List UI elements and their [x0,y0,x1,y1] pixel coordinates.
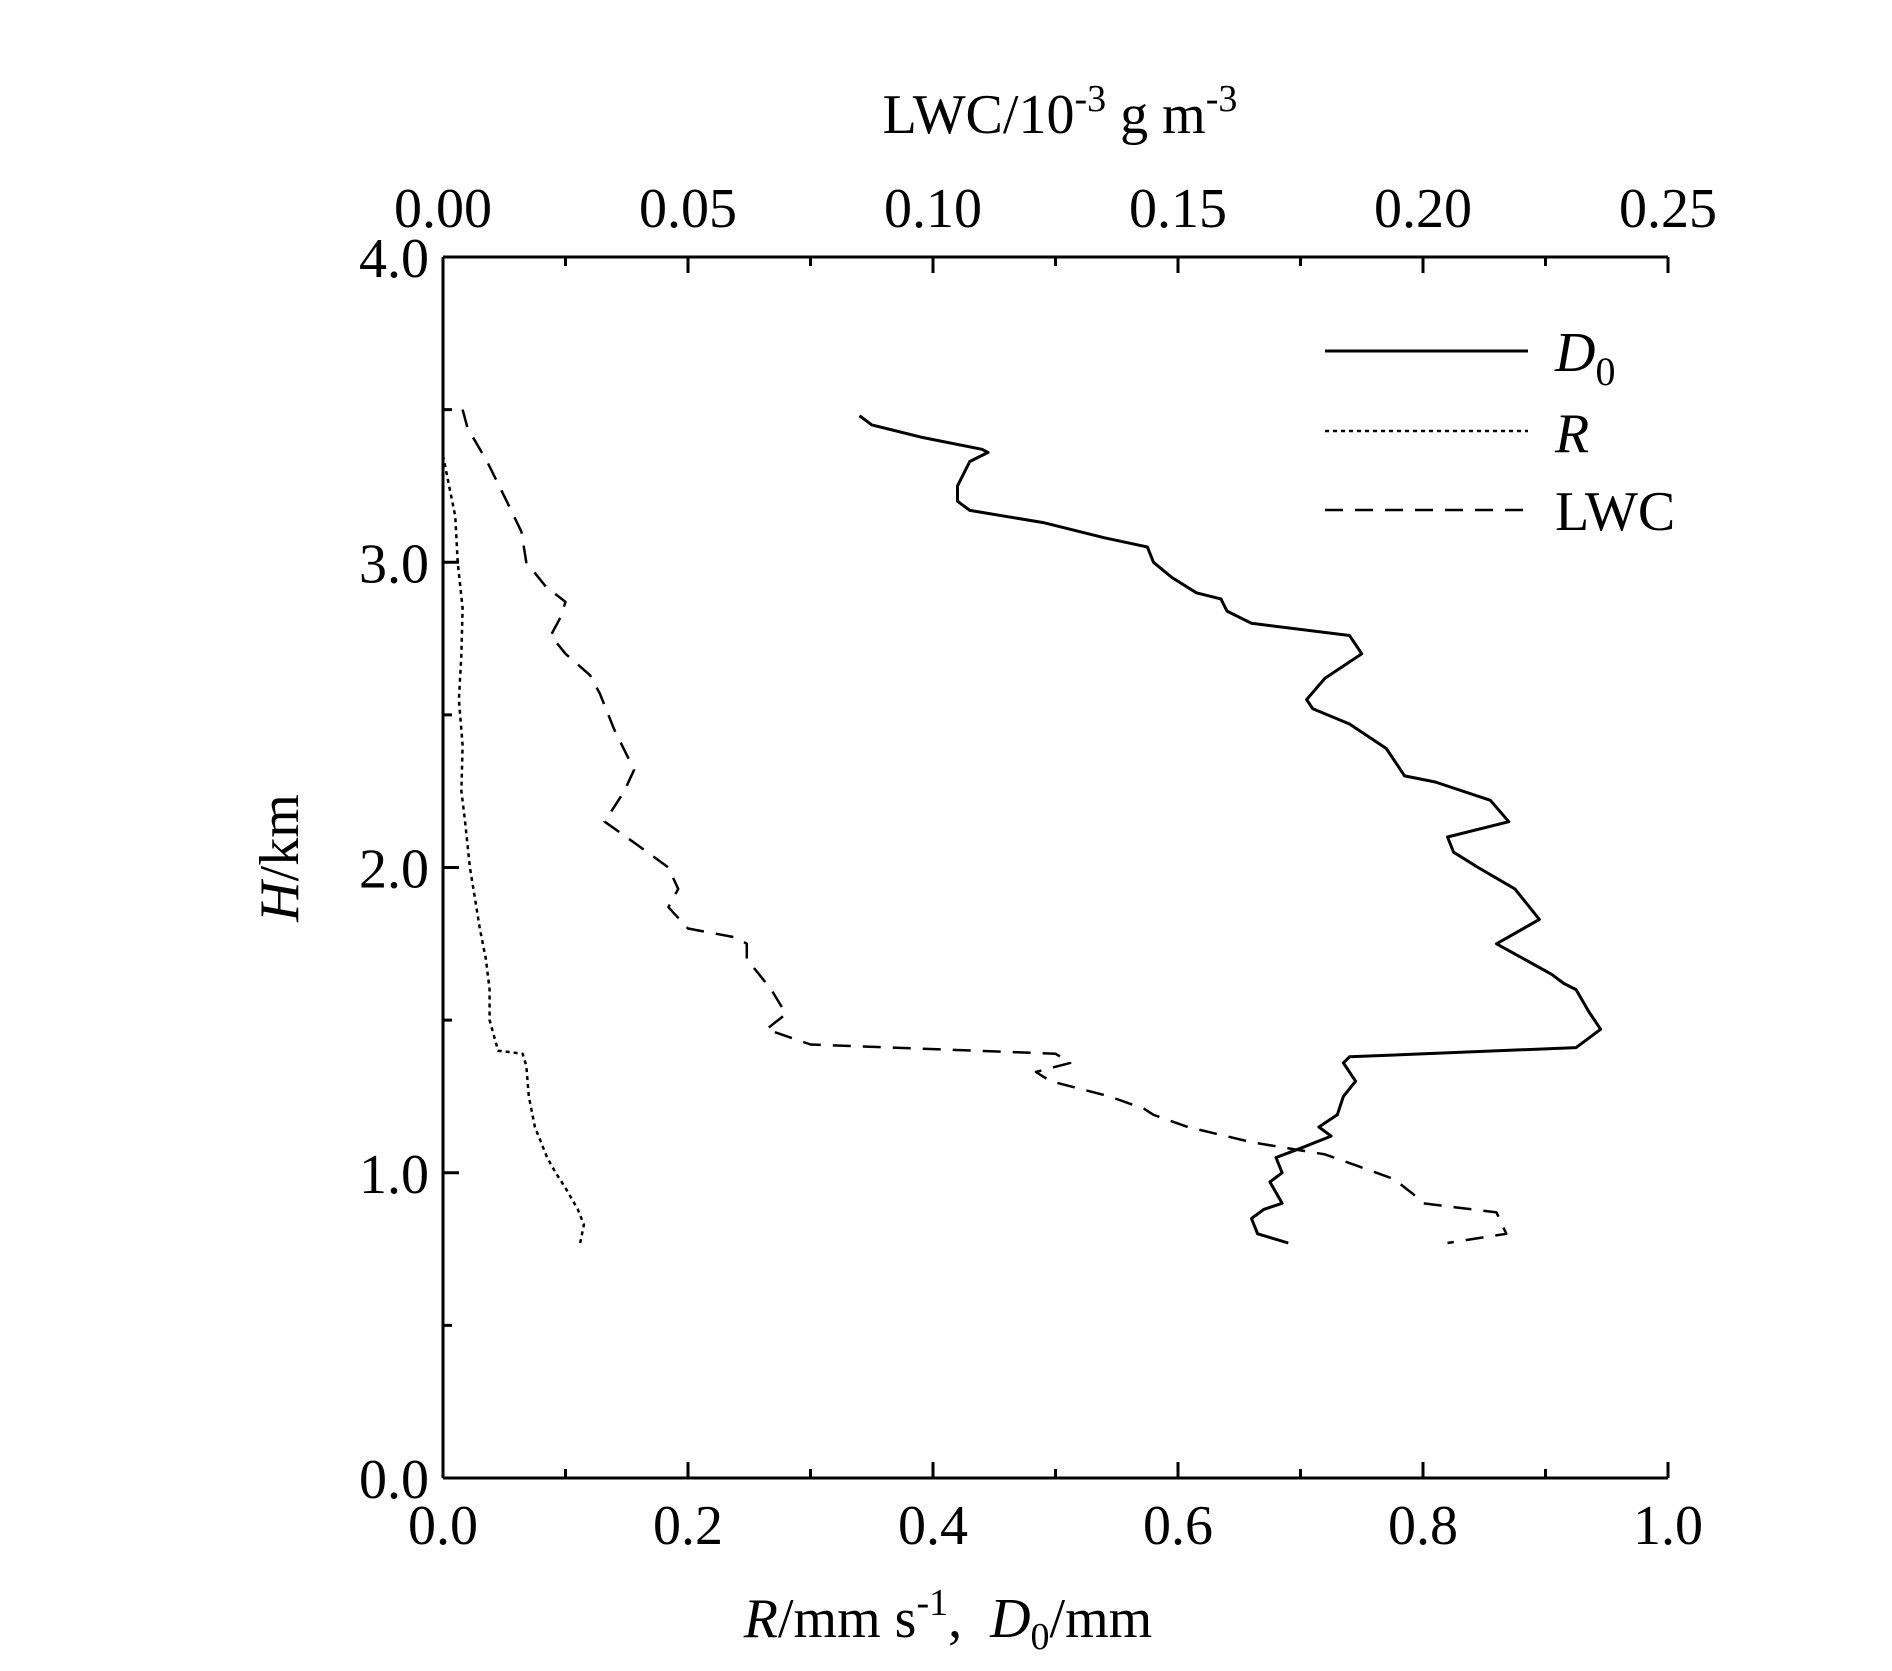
y-tick-label: 2.0 [359,839,429,901]
legend-label-lwc: LWC [1555,481,1675,543]
x-bottom-tick-label: 0.6 [1143,1495,1213,1557]
y-tick-label: 4.0 [359,228,429,290]
axes-layer [441,255,1668,1480]
x-top-tick-label: 0.25 [1619,178,1717,240]
legend-label-r: R [1554,403,1589,465]
x-bottom-tick-label: 0.2 [653,1495,723,1557]
x-axis-bottom-title: R/mm s-1, D0/mm [743,1582,1152,1658]
x-bottom-tick-label: 0.4 [898,1495,968,1557]
series-line-d0 [858,414,1603,1245]
x-top-tick-label: 0.10 [884,178,982,240]
series-line-r [441,455,586,1244]
ticks-layer: 0.0 0.2 0.4 0.6 0.8 1.0 0.00 0.05 0.10 0.15 0.20 0.… [359,178,1717,1557]
x-axis-top-title: LWC/10-3 g m-3 [883,78,1238,146]
series-line-lwc [461,409,1508,1245]
y-tick-label: 3.0 [359,533,429,595]
y-axis-title: H/km [249,794,311,923]
x-top-tick-label: 0.15 [1129,178,1227,240]
x-top-tick-label: 0.05 [639,178,737,240]
legend: D0 R LWC [1325,322,1675,543]
legend-label-d0: D0 [1554,322,1615,394]
y-tick-label: 0.0 [359,1449,429,1511]
x-bottom-tick-label: 1.0 [1633,1495,1703,1557]
x-top-tick-label: 0.20 [1374,178,1472,240]
series-layer [441,409,1603,1245]
y-tick-label: 1.0 [359,1144,429,1206]
x-top-tick-label: 0.00 [394,178,492,240]
x-bottom-tick-label: 0.0 [408,1495,478,1557]
x-bottom-tick-label: 0.8 [1388,1495,1458,1557]
